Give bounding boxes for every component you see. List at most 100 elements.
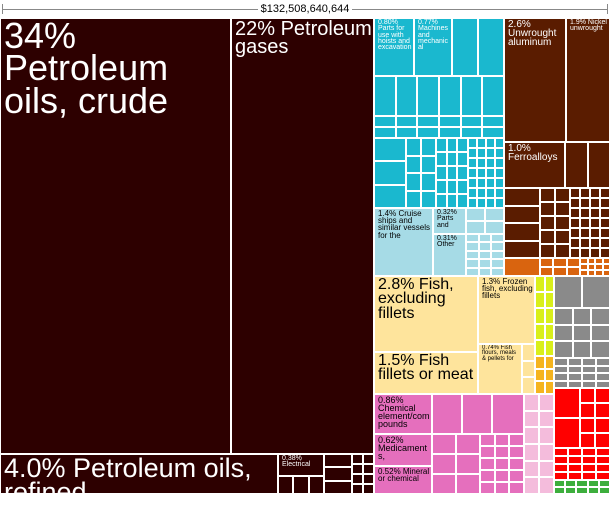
tile-minerals-mid-3 [554, 324, 573, 342]
tile-parts-and: 0.32% Parts and [433, 208, 466, 234]
tile-machinery-block-d-17 [477, 178, 486, 188]
tile-machinery-light-b-13 [478, 267, 492, 276]
tile-plastics-c-15 [596, 472, 610, 480]
tile-chemicals-light-3 [539, 410, 554, 428]
tile-metals-orange-c-10 [595, 270, 603, 276]
tile-machinery-light-a-3 [485, 221, 504, 234]
tile-chemicals-d-11 [509, 470, 524, 482]
tile-machinery-top-0 [452, 18, 478, 76]
tile-petro-small-a-0 [278, 476, 294, 494]
tile-minerals-mid-1 [572, 308, 592, 325]
tile-foodstuffs-8 [587, 487, 599, 494]
tile-chemicals-light-6 [524, 444, 539, 461]
tile-metals-block-c-20 [570, 238, 580, 248]
tile-machinery-row3-6 [374, 127, 396, 138]
tile-minerals-low-10 [582, 373, 596, 381]
tile-machinery-block-d-24 [468, 198, 477, 208]
tile-vegetable-green-7 [544, 324, 554, 340]
tile-metals-block-c-19 [600, 228, 610, 238]
tile-minerals-low-5 [568, 365, 582, 373]
tile-machinery-light-a-1 [485, 208, 504, 221]
tile-parts-hoists: 0.80% Parts for use with hoists and exca… [374, 18, 414, 76]
tile-chemicals-light-2 [524, 410, 539, 428]
tile-machinery-block-b-4 [406, 173, 421, 191]
tile-machinery-block-d-18 [486, 178, 495, 188]
tile-metals-block-c-1 [580, 188, 590, 198]
tile-plastics-b-6 [580, 433, 595, 448]
tile-vegetable-green-1 [544, 276, 554, 292]
tile-machinery-row2-2 [417, 76, 439, 116]
tile-chemicals-d-5 [509, 446, 524, 458]
tile-machinery-block-c-9 [436, 180, 447, 194]
tile-metals-orange-c-6 [595, 264, 603, 270]
tile-foodstuffs-0 [554, 480, 566, 487]
tile-refined-oil: 4.0% Petroleum oils, refined [0, 454, 278, 494]
tile-nickel-label: 1.9% Nickel unwrought [570, 19, 607, 33]
tile-chemicals-light-9 [539, 460, 554, 478]
tile-vegetable-orange-3 [544, 368, 554, 382]
tile-machinery-row2-1 [395, 76, 418, 116]
tile-chemicals-light-5 [539, 427, 554, 444]
tile-chemicals-light-0 [524, 394, 539, 411]
tile-machinery-block-c-8 [457, 166, 468, 180]
tile-plastics-c-2 [582, 448, 596, 456]
tile-machinery-light-b-14 [491, 267, 504, 276]
tile-foodstuffs-3 [587, 480, 599, 487]
tile-machinery-block-c-14 [457, 194, 468, 208]
tile-machinery-block-d-6 [486, 148, 495, 158]
tile-other-vessels: 0.31% Other [433, 234, 466, 276]
tile-petro-small-c-4 [352, 474, 363, 484]
tile-chemicals-d-7 [494, 458, 510, 470]
tile-metals-block-c-7 [600, 198, 610, 208]
tile-foodstuffs-6 [565, 487, 577, 494]
tile-ferroalloys-label: 1.0% Ferroalloys [508, 143, 558, 163]
tile-machinery-light-b-2 [491, 234, 504, 243]
tile-machinery-row3-4 [460, 116, 483, 127]
tile-machinery-row2-5 [482, 76, 504, 116]
tile-vegetable-green-2 [535, 292, 545, 308]
tile-machinery-block-c-2 [457, 138, 468, 152]
tile-machinery-block-d-7 [495, 148, 504, 158]
tile-refined-oil-label: 4.0% Petroleum oils, refined [4, 454, 252, 494]
tile-metals-orange-c-2 [595, 258, 603, 264]
tile-parts-and-label: 0.32% Parts and [437, 209, 457, 229]
total-value-bar: $132,508,640,644 [0, 0, 610, 18]
tile-metals-block-c-5 [580, 198, 590, 208]
tile-metals-block-b-8 [540, 244, 555, 258]
tile-minerals-low-2 [582, 358, 596, 366]
tile-fish-flours-label: 0.74% Fish flours, meals & pellets for [482, 345, 517, 362]
tile-plastics-c-14 [582, 472, 596, 480]
tile-machinery-block-d-11 [495, 158, 504, 168]
tile-chemicals-light-10 [524, 477, 539, 494]
tile-vegetable-orange-0 [535, 356, 545, 369]
tile-machinery-block-d-9 [477, 158, 486, 168]
tile-machinery-block-d-21 [477, 188, 486, 198]
tile-metals-block-c-15 [600, 218, 610, 228]
tile-minerals-top-0 [554, 276, 582, 308]
tile-plastics-c-5 [568, 456, 582, 464]
tile-machinery-block-d-1 [477, 138, 486, 148]
tile-chemicals-light-11 [539, 477, 554, 494]
tile-plastics-c-8 [554, 464, 568, 472]
tile-petroleum-gases-label: 22% Petroleum gases [235, 18, 372, 58]
tile-machinery-row3-2 [417, 116, 439, 127]
tile-machinery-block-c-6 [436, 166, 447, 180]
tile-machinery-light-b-9 [466, 259, 479, 268]
tile-metals-block-a-3 [504, 240, 540, 258]
tile-petroleum-gases: 22% Petroleum gases [231, 18, 374, 454]
tile-metals-block-c-25 [580, 248, 590, 258]
tile-metals-orange-c-4 [580, 264, 588, 270]
tile-chemicals-d-13 [494, 482, 510, 494]
tile-vegetable-green-6 [535, 324, 545, 340]
tile-metals-orange-b-2 [566, 258, 580, 267]
tile-frozen-fish-label: 1.3% Frozen fish, excluding fillets [482, 277, 533, 301]
tile-chemicals-light-4 [524, 427, 539, 444]
tile-machinery-block-d-3 [495, 138, 504, 148]
tile-metals-block-c-6 [590, 198, 600, 208]
tile-chemicals-c-1 [456, 434, 480, 454]
tile-chemicals-c-0 [432, 434, 456, 454]
tile-machinery-top-1 [478, 18, 504, 76]
tile-metals-block-b-3 [555, 202, 570, 216]
tile-vegetable-green-5 [544, 308, 554, 324]
tile-machinery-row3-7 [395, 127, 418, 138]
